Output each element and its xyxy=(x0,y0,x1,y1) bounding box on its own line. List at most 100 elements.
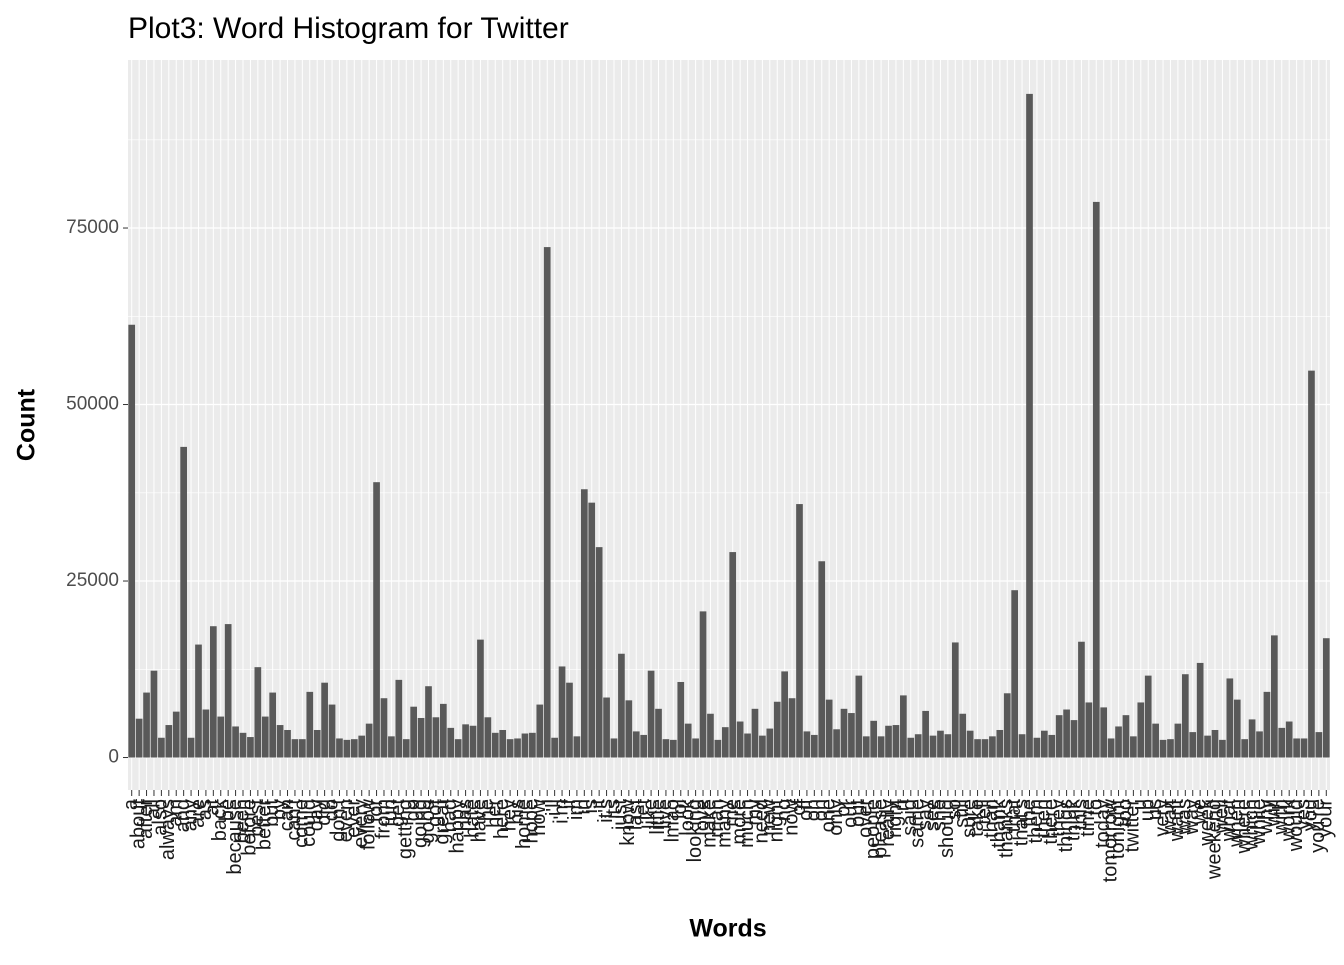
x-tick-label: weekend xyxy=(1203,799,1225,880)
x-tick-label: just xyxy=(610,799,632,832)
x-tick-label: of xyxy=(788,799,810,816)
bar xyxy=(180,446,187,758)
bar xyxy=(1174,723,1182,758)
bar xyxy=(1152,723,1159,758)
x-tick-label: please xyxy=(869,799,891,858)
x-tick-label: great xyxy=(432,799,454,845)
x-tick-label: wait xyxy=(1159,799,1181,836)
x-tick-label: right xyxy=(884,799,906,838)
bar xyxy=(232,726,239,758)
x-tick-label: said xyxy=(899,799,921,836)
x-tick-label: then xyxy=(1033,799,1055,838)
bar xyxy=(477,639,484,758)
x-tick-label: every xyxy=(350,799,372,848)
bar xyxy=(269,692,277,758)
bar xyxy=(402,739,410,758)
bar xyxy=(462,724,469,758)
x-tick-label: been xyxy=(231,799,253,844)
x-tick-label: be xyxy=(216,799,238,821)
x-tick-label: home xyxy=(513,799,535,849)
bar xyxy=(1130,736,1137,758)
x-tick-label: many xyxy=(714,799,736,848)
bar xyxy=(692,738,699,758)
bar xyxy=(580,489,588,758)
x-tick-label: way xyxy=(1181,799,1203,836)
bar xyxy=(1100,707,1108,758)
x-tick-label: tell xyxy=(973,799,995,825)
x-tick-label: will xyxy=(1263,799,1285,828)
bar xyxy=(848,713,855,758)
bar xyxy=(1078,641,1085,758)
x-tick-label: im xyxy=(565,799,587,820)
x-tick-label: go xyxy=(402,799,424,821)
x-tick-label: because xyxy=(224,799,246,875)
x-tick-label: after xyxy=(135,799,157,839)
bar xyxy=(543,247,551,758)
x-tick-label: looking xyxy=(684,799,706,862)
x-tick-label: us xyxy=(1144,799,1166,820)
x-tick-label: all xyxy=(142,799,164,819)
x-tick-label: could xyxy=(298,799,320,847)
bar xyxy=(714,739,722,758)
bar xyxy=(150,670,158,758)
x-tick-label: let xyxy=(632,799,654,821)
x-tick-label: twitter xyxy=(1122,799,1144,853)
x-tick-label: in xyxy=(573,799,595,815)
x-tick-label: if xyxy=(558,799,580,809)
x-tick-label: things xyxy=(1055,799,1077,852)
bar xyxy=(885,725,892,758)
x-tick-label: ever xyxy=(343,799,365,838)
x-tick-label: best xyxy=(246,799,268,837)
x-tick-label: very xyxy=(1151,799,1173,837)
x-tick-label: like xyxy=(639,799,661,829)
x-tick-label: tonight xyxy=(1107,799,1129,859)
x-tick-label: much xyxy=(736,799,758,848)
bar xyxy=(328,704,336,758)
x-tick-label: on xyxy=(810,799,832,821)
x-tick-label: well xyxy=(1211,799,1233,834)
x-tick-label: people xyxy=(862,799,884,859)
bar xyxy=(892,725,900,758)
bar xyxy=(425,686,432,758)
x-tick-label: are xyxy=(187,799,209,828)
bar xyxy=(825,699,833,758)
x-tick-label: u xyxy=(1129,799,1151,810)
bar xyxy=(670,739,677,758)
bar xyxy=(944,734,952,758)
bar xyxy=(662,739,670,758)
bar xyxy=(454,739,462,758)
x-tick-label: it xyxy=(587,799,609,809)
bar xyxy=(1241,739,1249,758)
bar xyxy=(573,736,581,758)
bar xyxy=(1070,720,1078,758)
bar xyxy=(655,708,662,758)
x-tick-label: for xyxy=(365,799,387,823)
bar xyxy=(1033,737,1041,758)
bar xyxy=(165,725,173,758)
bar xyxy=(1322,638,1330,758)
bar xyxy=(158,737,165,758)
bar xyxy=(1219,739,1226,758)
x-tick-label: more xyxy=(728,799,750,845)
x-tick-label: by xyxy=(268,799,290,820)
bar xyxy=(684,723,692,758)
bar xyxy=(647,670,655,758)
bar xyxy=(1196,662,1204,758)
x-tick-label: time xyxy=(1077,799,1099,837)
y-tick-label: 0 xyxy=(108,747,119,768)
x-tick-label: about xyxy=(127,799,149,849)
x-tick-label: night xyxy=(766,799,788,843)
x-tick-label: what xyxy=(1218,799,1240,843)
bar xyxy=(803,731,811,758)
x-tick-label: hey xyxy=(498,799,520,831)
bar xyxy=(254,667,262,758)
bar xyxy=(966,730,974,758)
bar xyxy=(551,737,558,758)
bar xyxy=(247,737,254,758)
x-tick-label: how xyxy=(528,798,550,835)
bar xyxy=(603,697,610,758)
x-tick-label: work xyxy=(1277,798,1299,842)
bar xyxy=(736,721,744,758)
bar xyxy=(840,708,848,758)
x-tick-label: my xyxy=(743,799,765,826)
